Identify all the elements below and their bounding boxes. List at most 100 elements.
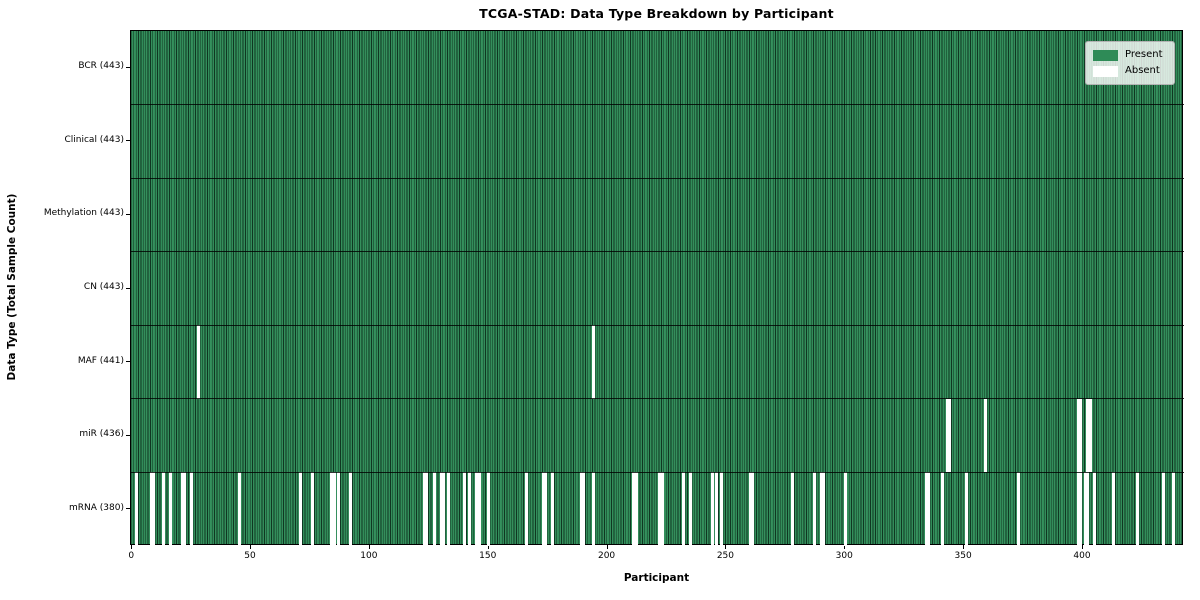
absent-cell-miR-403 xyxy=(1088,398,1092,473)
absent-cell-mRNA-140 xyxy=(463,472,467,546)
absent-cell-mRNA-223 xyxy=(660,472,664,546)
x-tick-label-100: 100 xyxy=(360,551,378,561)
y-tick-mark xyxy=(126,140,130,142)
row-divider xyxy=(131,471,1184,473)
absent-cell-mRNA-145 xyxy=(475,472,479,546)
y-tick-mark xyxy=(126,508,130,510)
absent-cell-mRNA-351 xyxy=(965,472,968,546)
absent-cell-mRNA-16 xyxy=(168,472,172,546)
absent-cell-mRNA-22 xyxy=(182,472,186,546)
absent-cell-mRNA-166 xyxy=(525,472,529,546)
absent-cell-mRNA-401 xyxy=(1083,472,1087,546)
absent-cell-mRNA-413 xyxy=(1112,472,1116,546)
legend-label-present: Present xyxy=(1125,49,1163,60)
x-tick-mark xyxy=(368,545,370,549)
y-tick-label-BCR: BCR (443) xyxy=(78,61,124,72)
absent-cell-mRNA-13 xyxy=(161,472,165,546)
absent-cell-mRNA-373 xyxy=(1017,472,1021,546)
x-tick-label-200: 200 xyxy=(597,551,616,561)
chart-title: TCGA-STAD: Data Type Breakdown by Partic… xyxy=(479,6,834,21)
legend-label-absent: Absent xyxy=(1125,65,1160,76)
absent-cell-mRNA-124 xyxy=(425,472,429,546)
absent-cell-mRNA-25 xyxy=(190,472,194,546)
absent-cell-mRNA-190 xyxy=(582,472,586,546)
absent-cell-mRNA-133 xyxy=(446,472,450,546)
x-tick-mark xyxy=(963,545,965,549)
absent-cell-mRNA-246 xyxy=(715,472,719,546)
absent-cell-miR-402 xyxy=(1086,398,1090,473)
x-tick-label-50: 50 xyxy=(244,551,256,561)
absent-cell-mRNA-92 xyxy=(349,472,353,546)
legend-entry-absent: Absent xyxy=(1093,63,1166,79)
absent-cell-mRNA-21 xyxy=(180,472,184,546)
y-tick-mark xyxy=(126,66,130,68)
absent-cell-mRNA-173 xyxy=(541,472,545,546)
absent-cell-mRNA-278 xyxy=(791,472,795,546)
row-divider xyxy=(131,251,1184,253)
absent-cell-mRNA-260 xyxy=(748,472,752,546)
x-tick-label-0: 0 xyxy=(128,551,135,561)
absent-cell-mRNA-123 xyxy=(423,472,427,546)
absent-swatch xyxy=(1093,65,1118,77)
y-tick-label-Clinical: Clinical (443) xyxy=(64,134,124,145)
absent-cell-mRNA-127 xyxy=(432,472,436,546)
absent-cell-mRNA-211 xyxy=(632,472,636,546)
absent-cell-mRNA-142 xyxy=(468,472,472,546)
x-tick-label-400: 400 xyxy=(1073,551,1091,561)
present-swatch xyxy=(1093,49,1118,61)
x-tick-mark xyxy=(131,545,133,549)
absent-cell-MAF-194 xyxy=(591,325,595,399)
x-tick-mark xyxy=(250,545,252,549)
absent-cell-mRNA-194 xyxy=(591,472,595,546)
y-tick-label-Methylation: Methylation (443) xyxy=(43,208,124,219)
absent-cell-mRNA-434 xyxy=(1162,472,1166,546)
y-tick-label-mRNA: mRNA (380) xyxy=(69,502,124,513)
absent-cell-mRNA-341 xyxy=(941,472,945,546)
row-divider xyxy=(131,177,1184,179)
absent-cell-mRNA-174 xyxy=(544,472,548,546)
y-tick-mark xyxy=(126,213,130,215)
x-tick-mark xyxy=(844,545,846,549)
bar-edge-texture xyxy=(131,31,1182,544)
absent-cell-mRNA-177 xyxy=(551,472,555,546)
absent-cell-mRNA-45 xyxy=(237,472,241,546)
absent-cell-mRNA-290 xyxy=(820,472,823,546)
absent-cell-MAF-28 xyxy=(197,325,201,399)
absent-cell-mRNA-244 xyxy=(710,472,714,546)
y-tick-mark xyxy=(126,287,130,289)
absent-cell-mRNA-130 xyxy=(439,472,443,546)
absent-cell-mRNA-405 xyxy=(1093,472,1097,546)
absent-cell-mRNA-87 xyxy=(337,472,341,546)
absent-cell-mRNA-71 xyxy=(299,472,303,546)
x-tick-label-350: 350 xyxy=(954,551,972,561)
absent-cell-miR-399 xyxy=(1079,398,1083,473)
absent-cell-mRNA-232 xyxy=(682,472,686,546)
absent-cell-mRNA-146 xyxy=(477,472,481,546)
absent-cell-mRNA-399 xyxy=(1079,472,1083,546)
absent-cell-mRNA-287 xyxy=(812,472,816,546)
absent-cell-mRNA-222 xyxy=(658,472,662,546)
legend: Present Absent xyxy=(1085,41,1175,85)
x-tick-mark xyxy=(725,545,727,549)
x-tick-mark xyxy=(487,545,489,549)
absent-cell-miR-344 xyxy=(948,398,952,473)
absent-cell-mRNA-85 xyxy=(332,472,336,546)
absent-cell-mRNA-334 xyxy=(924,472,928,546)
row-divider xyxy=(131,398,1184,400)
absent-cell-mRNA-398 xyxy=(1076,472,1080,546)
absent-cell-mRNA-423 xyxy=(1136,472,1140,546)
absent-cell-mRNA-2 xyxy=(135,472,139,546)
absent-cell-mRNA-8 xyxy=(149,472,153,546)
absent-cell-mRNA-76 xyxy=(311,472,315,546)
absent-cell-mRNA-335 xyxy=(926,472,930,546)
absent-cell-mRNA-84 xyxy=(330,472,334,546)
y-tick-mark xyxy=(126,434,130,436)
absent-cell-mRNA-150 xyxy=(487,472,491,546)
absent-cell-mRNA-291 xyxy=(822,472,826,546)
absent-cell-mRNA-131 xyxy=(442,472,446,546)
x-tick-mark xyxy=(606,545,608,549)
absent-cell-mRNA-261 xyxy=(751,472,755,546)
plot-area xyxy=(130,30,1184,546)
absent-cell-mRNA-9 xyxy=(152,472,156,546)
